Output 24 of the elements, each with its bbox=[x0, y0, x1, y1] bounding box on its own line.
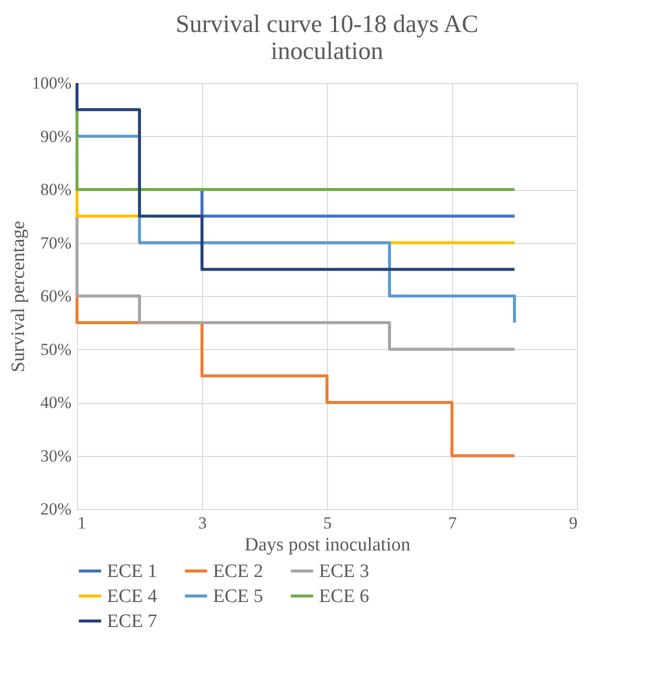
x-tick-label: 3 bbox=[198, 514, 207, 532]
x-tick-label: 7 bbox=[448, 514, 458, 532]
y-tick-label: 80% bbox=[40, 180, 72, 199]
legend-label: ECE 1 bbox=[107, 561, 158, 582]
legend-label: ECE 5 bbox=[213, 586, 264, 607]
y-tick-label: 40% bbox=[40, 393, 72, 412]
legend-label: ECE 2 bbox=[213, 561, 264, 582]
y-tick-label: 90% bbox=[40, 126, 72, 146]
legend-label: ECE 6 bbox=[319, 586, 370, 607]
x-tick-label: 5 bbox=[323, 514, 332, 532]
y-tick-label: 20% bbox=[40, 500, 72, 518]
legend-label: ECE 4 bbox=[107, 586, 158, 607]
y-tick-label: 70% bbox=[40, 233, 72, 252]
y-tick-label: 50% bbox=[40, 340, 72, 359]
y-axis-title: Survival percentage bbox=[8, 220, 29, 372]
legend-label: ECE 3 bbox=[319, 561, 370, 582]
x-tick-label: 1 bbox=[78, 514, 86, 532]
y-tick-label: 60% bbox=[40, 286, 72, 306]
y-tick-label: 100% bbox=[32, 74, 72, 92]
chart-title: Survival curve 10-18 days AC inoculation bbox=[176, 11, 478, 65]
x-tick-label: 9 bbox=[569, 514, 578, 532]
y-tick-label: 30% bbox=[40, 446, 72, 466]
x-axis-title: Days post inoculation bbox=[244, 534, 411, 556]
legend-label: ECE 7 bbox=[107, 611, 158, 632]
